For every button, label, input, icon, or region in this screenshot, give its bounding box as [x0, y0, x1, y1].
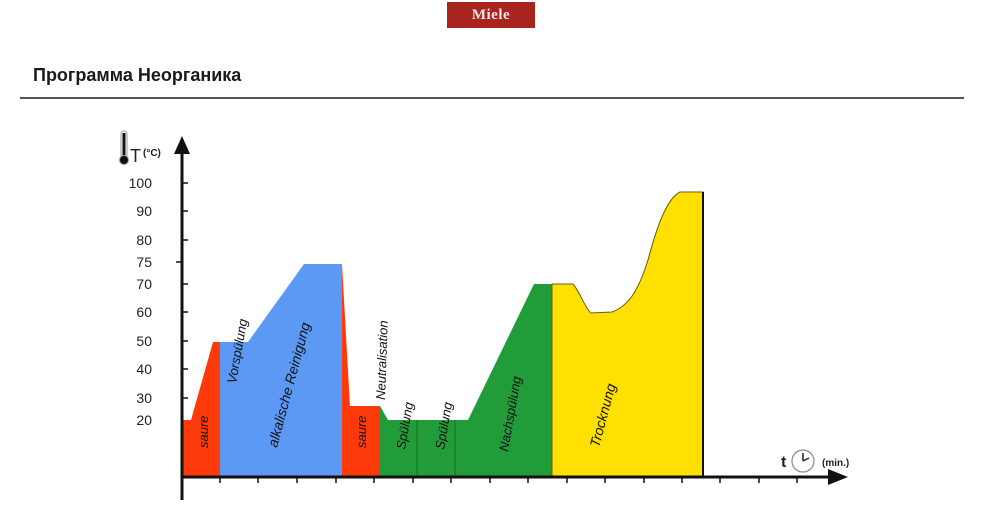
phase-label: saure — [196, 415, 211, 448]
title-divider — [20, 97, 964, 99]
y-tick-label: 40 — [136, 361, 152, 377]
phase-alkalische-reinigung — [220, 264, 342, 476]
x-axis-label: t — [781, 454, 787, 471]
page-title: Программа Неорганика — [33, 65, 242, 85]
clock-icon — [791, 449, 815, 473]
y-axis-arrow — [174, 136, 190, 154]
phase-label: Neutralisation — [373, 320, 391, 400]
phase-saure-neutralisation — [342, 264, 380, 476]
y-tick-label: 75 — [136, 254, 152, 270]
y-tick-label: 80 — [136, 232, 152, 248]
phase-spuelung-2 — [417, 420, 455, 476]
phase-saure-vorspuelung — [183, 342, 220, 476]
y-axis-label: T — [130, 146, 141, 166]
y-tick-label: 90 — [136, 203, 152, 219]
miele-logo: Miele — [447, 2, 535, 28]
phase-nachspuelung — [455, 284, 552, 476]
y-tick-label: 60 — [136, 304, 152, 320]
phase-trocknung — [551, 191, 704, 477]
y-tick-label: 30 — [136, 390, 152, 406]
thermometer-icon — [119, 130, 129, 165]
y-tick-label: 50 — [136, 333, 152, 349]
x-axis-unit: (min.) — [822, 458, 849, 469]
y-tick-label: 100 — [129, 175, 153, 191]
y-tick-label: 20 — [136, 412, 152, 428]
phase-label: saure — [354, 415, 369, 448]
y-tick-label: 70 — [136, 276, 152, 292]
x-axis-arrow — [828, 469, 848, 485]
phase-spuelung-1 — [380, 406, 417, 476]
y-axis-unit: (°C) — [143, 148, 161, 159]
